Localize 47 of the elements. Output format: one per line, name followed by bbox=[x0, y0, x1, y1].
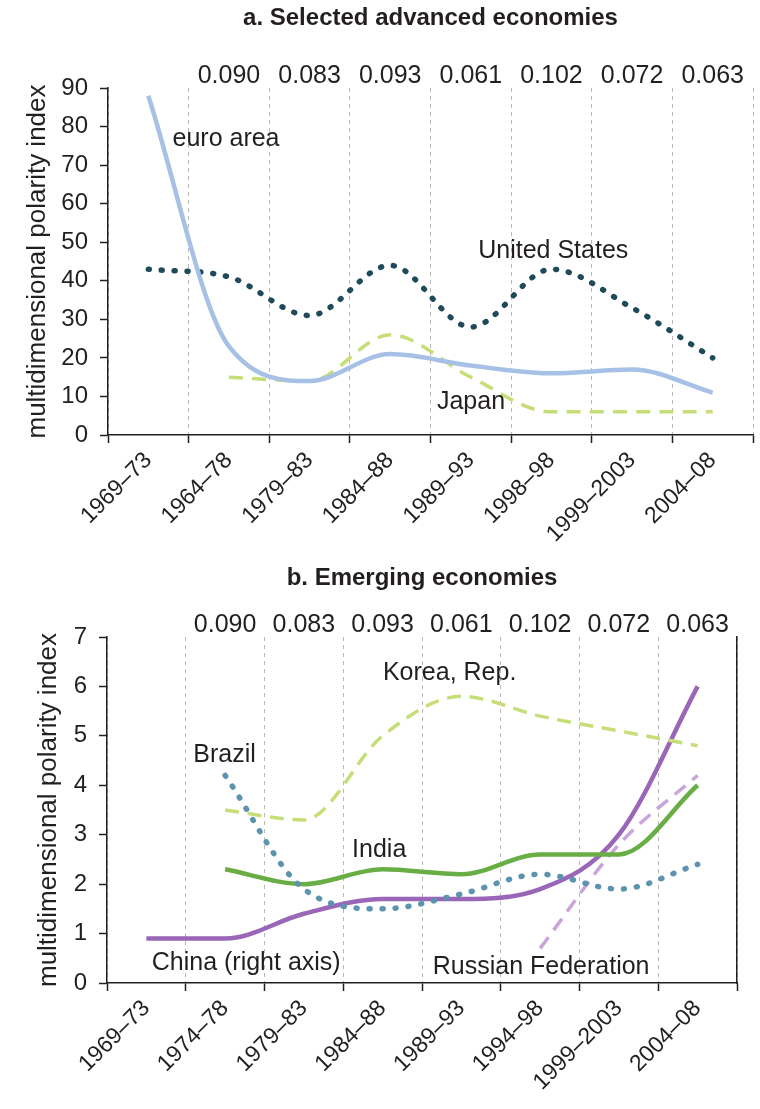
y-tick-label: 4 bbox=[73, 769, 87, 797]
series-label: Brazil bbox=[193, 738, 256, 767]
text: 0.061 bbox=[439, 59, 503, 88]
text: 0.093 bbox=[351, 608, 414, 637]
y-tick-label: 60 bbox=[61, 188, 88, 216]
y-tick-label: 70 bbox=[61, 149, 88, 177]
text: 0.093 bbox=[358, 59, 422, 88]
text: 0.063 bbox=[681, 59, 744, 88]
text: 0.083 bbox=[272, 608, 336, 637]
text: 0.083 bbox=[278, 59, 341, 88]
line-series bbox=[144, 684, 700, 941]
y-tick-label: 30 bbox=[61, 303, 88, 331]
chart-title: a. Selected advanced economies bbox=[243, 2, 618, 30]
text: 0.072 bbox=[587, 608, 651, 637]
y-tick-label: 50 bbox=[61, 226, 88, 254]
text: 0.090 bbox=[193, 608, 257, 637]
y-axis-title: multidimensional polarity index bbox=[31, 632, 62, 988]
line-series bbox=[227, 333, 715, 414]
series-label: Russian Federation bbox=[432, 950, 650, 979]
line-series bbox=[222, 783, 700, 887]
y-tick-label: 90 bbox=[61, 72, 88, 100]
y-tick-label: 6 bbox=[73, 671, 87, 699]
y-tick-label: 1 bbox=[73, 918, 87, 946]
series-label: India bbox=[352, 834, 407, 863]
y-tick-label: 5 bbox=[73, 720, 87, 748]
series-label: Korea, Rep. bbox=[382, 656, 517, 685]
text: 0.072 bbox=[600, 59, 664, 88]
series-label: China (right axis) bbox=[151, 946, 341, 975]
y-tick-label: 40 bbox=[61, 265, 88, 293]
series-label: euro area bbox=[172, 122, 280, 151]
y-tick-label: 0 bbox=[73, 967, 87, 995]
y-tick-label: 10 bbox=[61, 381, 88, 409]
series-label: Japan bbox=[436, 385, 506, 414]
y-axis-title: multidimensional polarity index bbox=[20, 84, 51, 439]
y-tick-label: 3 bbox=[73, 819, 87, 847]
text: 0.061 bbox=[430, 608, 493, 637]
y-tick-label: 0 bbox=[74, 419, 88, 447]
text: 0.090 bbox=[197, 59, 261, 88]
series-label: United States bbox=[478, 234, 629, 263]
text: 0.102 bbox=[508, 608, 572, 637]
text: 0.102 bbox=[520, 59, 583, 88]
chart-title: b. Emerging economies bbox=[286, 562, 558, 590]
y-tick-label: 2 bbox=[73, 868, 87, 896]
y-tick-label: 80 bbox=[61, 111, 88, 139]
text: 0.063 bbox=[666, 608, 729, 637]
y-tick-label: 7 bbox=[73, 621, 87, 649]
y-tick-label: 20 bbox=[61, 342, 88, 370]
